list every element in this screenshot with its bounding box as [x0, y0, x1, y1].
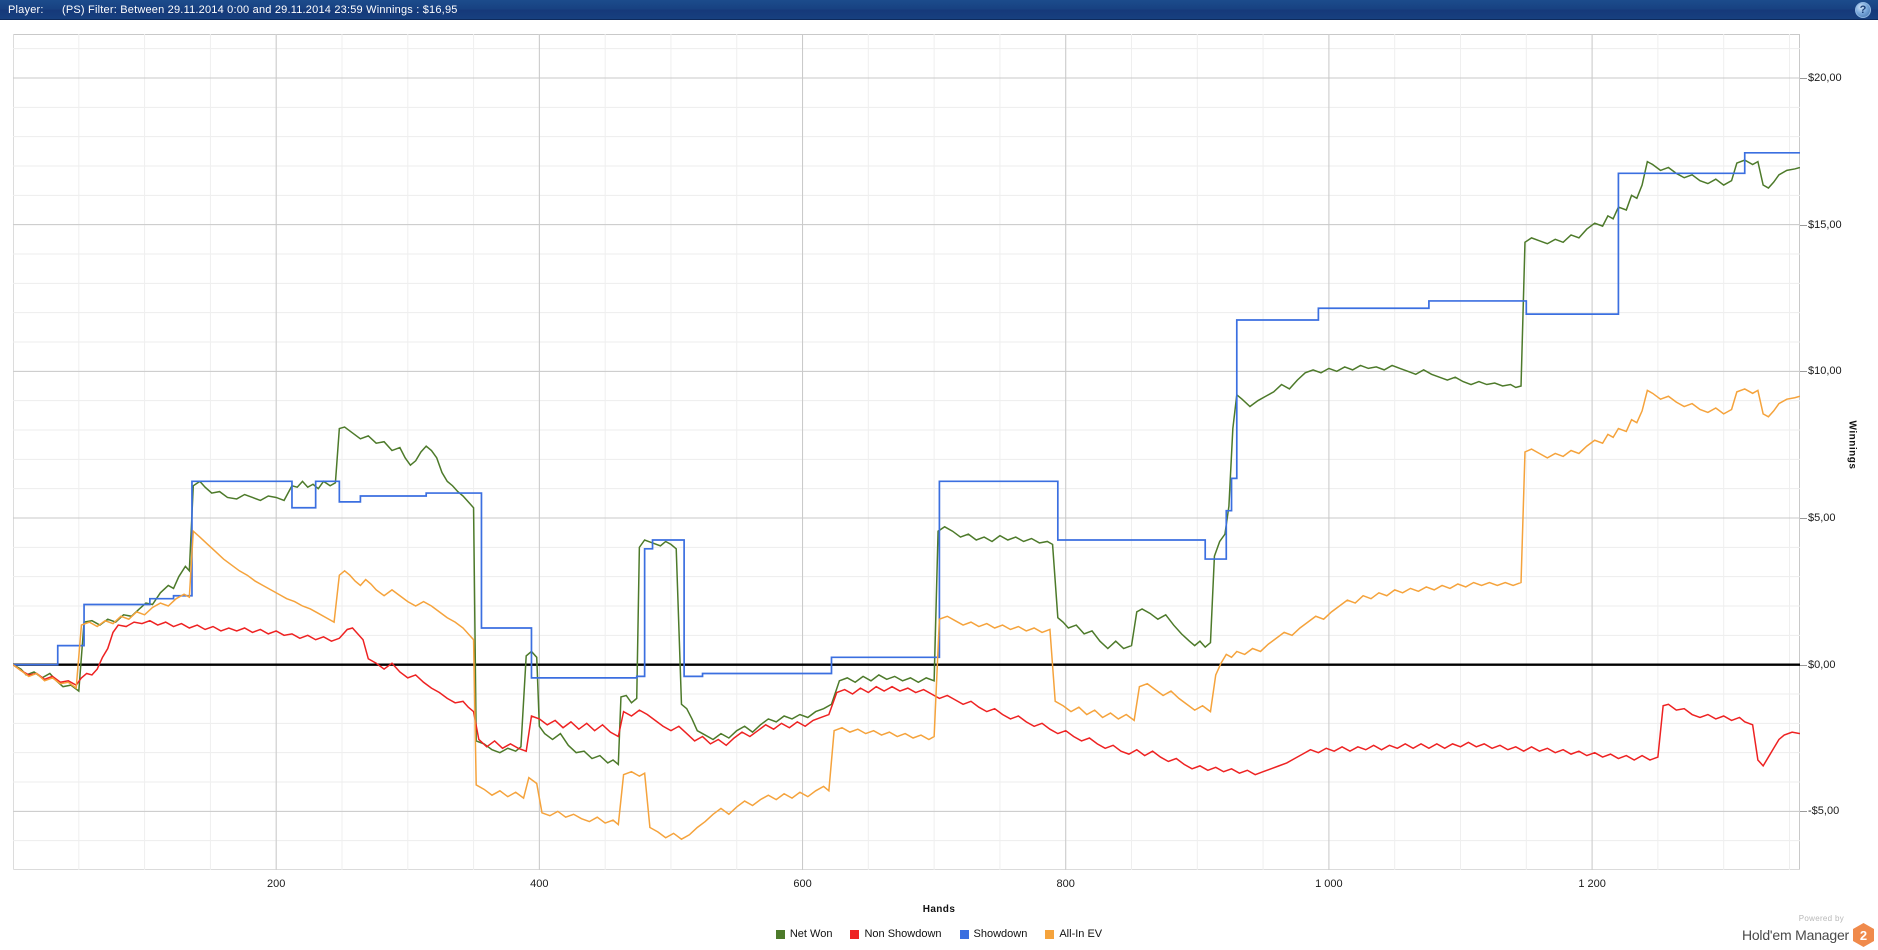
legend-item-net-won[interactable]: Net Won — [775, 928, 833, 940]
plot-svg — [13, 34, 1800, 870]
x-axis-title: Hands — [922, 904, 956, 915]
x-tick-label: 400 — [530, 878, 549, 890]
y-tick-label: $10,00 — [1808, 365, 1842, 378]
y-tick-mark — [1800, 664, 1807, 666]
x-tick-label: 1 000 — [1315, 878, 1343, 890]
help-question-icon[interactable]: ? — [1855, 2, 1871, 18]
y-tick-mark — [1800, 371, 1807, 373]
x-tick-label: 600 — [793, 878, 812, 890]
winnings-chart: $20,00 $15,00 $10,00 $5,00 $0,00 -$5,00 Winni… — [0, 20, 1878, 948]
legend-item-non-showdown[interactable]: Non Showdown — [850, 928, 942, 940]
powered-by-label: Powered by — [1798, 914, 1844, 923]
branding-block: Powered by Hold'em Manager 2 — [1724, 914, 1874, 950]
y-tick-mark — [1800, 78, 1807, 79]
y-tick-label: -$5,00 — [1808, 805, 1840, 818]
series-line-non-showdown — [13, 619, 1800, 776]
y-tick-mark — [1800, 518, 1807, 519]
y-axis-title: Winnings — [1846, 420, 1858, 470]
y-tick-label: $15,00 — [1808, 218, 1842, 231]
y-tick-label: $20,00 — [1808, 72, 1842, 84]
y-tick-label: $5,00 — [1808, 512, 1836, 524]
legend-label: Net Won — [789, 928, 833, 940]
x-tick-label: 800 — [1056, 878, 1075, 890]
filter-summary-text: (PS) Filter: Between 29.11.2014 0:00 and… — [62, 4, 458, 16]
badge-number: 2 — [1853, 923, 1874, 947]
series-lines — [13, 110, 1800, 841]
plot-border — [13, 34, 1800, 870]
series-line-all-in-ev — [13, 388, 1800, 841]
y-tick-mark — [1800, 224, 1807, 226]
non-showdown-swatch — [850, 929, 860, 939]
holdem-manager-badge-icon: 2 — [1853, 923, 1874, 947]
legend-label: All-In EV — [1059, 928, 1103, 940]
series-line-showdown — [13, 110, 1800, 679]
product-name: Hold'em Manager — [1741, 927, 1849, 943]
legend-label: Non Showdown — [864, 928, 942, 940]
legend-item-showdown[interactable]: Showdown — [959, 928, 1028, 940]
all-in-ev-swatch — [1045, 929, 1055, 939]
showdown-swatch — [959, 929, 969, 939]
x-tick-label: 200 — [266, 878, 286, 890]
plot-area — [13, 34, 1800, 870]
chart-legend: Net Won Non Showdown Showdown All-In EV — [0, 928, 1878, 940]
legend-item-all-in-ev[interactable]: All-In EV — [1045, 928, 1102, 940]
legend-label: Showdown — [973, 928, 1028, 940]
window-title-bar: Player: (PS) Filter: Between 29.11.2014 … — [0, 0, 1878, 20]
net-won-swatch — [775, 929, 785, 939]
series-line-net-won — [13, 159, 1800, 766]
y-tick-label: $0,00 — [1808, 658, 1836, 671]
y-tick-mark — [1800, 811, 1807, 813]
player-label: Player: — [8, 4, 44, 16]
x-tick-label: 1 200 — [1578, 878, 1606, 890]
